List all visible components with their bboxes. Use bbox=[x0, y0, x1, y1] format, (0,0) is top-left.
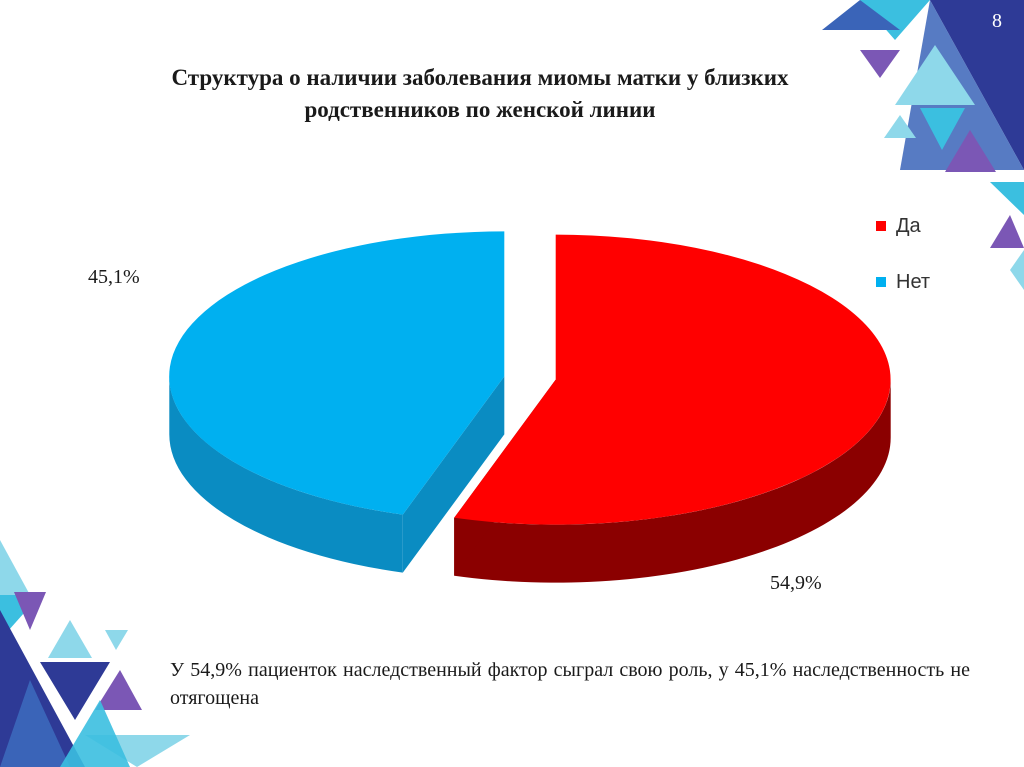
legend-swatch-net bbox=[876, 277, 886, 287]
slice-label-net: 45,1% bbox=[88, 266, 140, 288]
legend-label-da: Да bbox=[896, 214, 921, 237]
legend-item-da: Да bbox=[876, 198, 930, 254]
deco-triangle bbox=[945, 130, 996, 172]
caption-text: У 54,9% пациенток наследственный фактор … bbox=[170, 659, 970, 709]
legend: Да Нет bbox=[876, 198, 930, 310]
chart-title-line: родственников по женской линии bbox=[304, 97, 656, 122]
deco-triangle bbox=[0, 540, 30, 595]
deco-triangle bbox=[1010, 250, 1024, 290]
deco-triangle bbox=[884, 115, 916, 138]
legend-label-net: Нет bbox=[896, 270, 931, 293]
deco-triangle bbox=[895, 45, 975, 105]
deco-triangle bbox=[105, 630, 128, 650]
pie-slice-net bbox=[169, 231, 505, 515]
chart-title-line: Структура о наличии заболевания миомы ма… bbox=[171, 65, 789, 90]
deco-triangle bbox=[860, 0, 930, 40]
deco-triangle bbox=[822, 0, 900, 30]
legend-item-net: Нет bbox=[876, 254, 930, 310]
deco-triangle bbox=[60, 700, 130, 767]
slice-label-da: 54,9% bbox=[770, 572, 822, 594]
deco-triangle bbox=[860, 50, 900, 78]
deco-triangle bbox=[48, 620, 92, 658]
pie-cut-face-net bbox=[402, 376, 505, 573]
pie-side-net bbox=[169, 376, 403, 573]
pie-slice-da bbox=[454, 234, 891, 525]
legend-swatch-da bbox=[876, 221, 886, 231]
deco-triangle bbox=[990, 182, 1024, 215]
slide-number: 8 bbox=[992, 10, 1002, 32]
deco-triangle bbox=[920, 108, 965, 150]
deco-triangle bbox=[990, 215, 1024, 248]
deco-triangle bbox=[14, 592, 46, 630]
deco-triangle bbox=[95, 670, 142, 710]
chart-title: Структура о наличии заболевания миомы ма… bbox=[60, 62, 900, 126]
deco-triangle bbox=[40, 662, 110, 720]
deco-triangle bbox=[0, 680, 70, 767]
pie-side-da bbox=[454, 379, 891, 583]
